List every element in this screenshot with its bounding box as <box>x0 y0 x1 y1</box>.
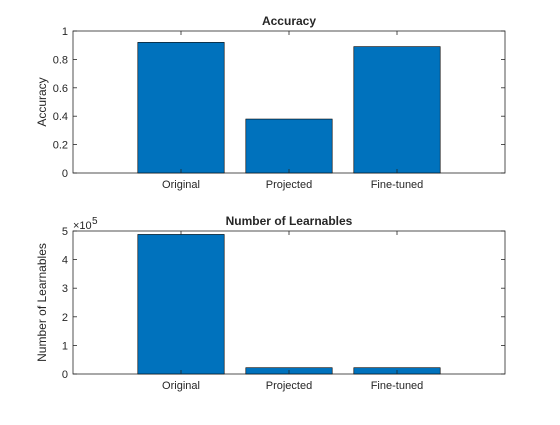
y-axis-label: Accuracy <box>35 77 49 126</box>
x-tick-label: Original <box>162 380 200 392</box>
bar-original <box>137 42 225 174</box>
y-tick-label: 0 <box>62 168 68 180</box>
y-tick-label: 0.2 <box>53 140 68 152</box>
y-tick-label: 0.8 <box>53 54 68 66</box>
x-tick-label: Fine-tuned <box>371 380 424 392</box>
y-multiplier: ×10 <box>73 220 92 232</box>
bar-projected <box>245 118 333 174</box>
y-tick-label: 0 <box>62 369 68 381</box>
y-tick-label: 1 <box>62 26 68 38</box>
y-tick-label: 0.6 <box>53 83 68 95</box>
x-tick-label: Projected <box>266 380 312 392</box>
x-tick-label: Fine-tuned <box>371 179 424 191</box>
y-tick-label: 1 <box>62 340 68 352</box>
axes-1 <box>72 30 506 174</box>
y-multiplier-exponent: 5 <box>92 216 98 227</box>
y-tick-label: 3 <box>62 283 68 295</box>
y-axis-label: Number of Learnables <box>35 243 49 362</box>
x-tick-label: Projected <box>266 179 312 191</box>
axes-2 <box>72 230 506 375</box>
chart-title: Number of Learnables <box>226 214 353 228</box>
y-tick-label: 0.4 <box>53 111 68 123</box>
bar-fine-tuned <box>353 46 441 174</box>
bar-original <box>137 234 225 375</box>
x-tick-label: Original <box>162 179 200 191</box>
y-tick-label: 4 <box>62 255 68 267</box>
chart-title: Accuracy <box>262 14 316 28</box>
y-tick-label: 2 <box>62 312 68 324</box>
y-tick-label: 5 <box>62 226 68 238</box>
